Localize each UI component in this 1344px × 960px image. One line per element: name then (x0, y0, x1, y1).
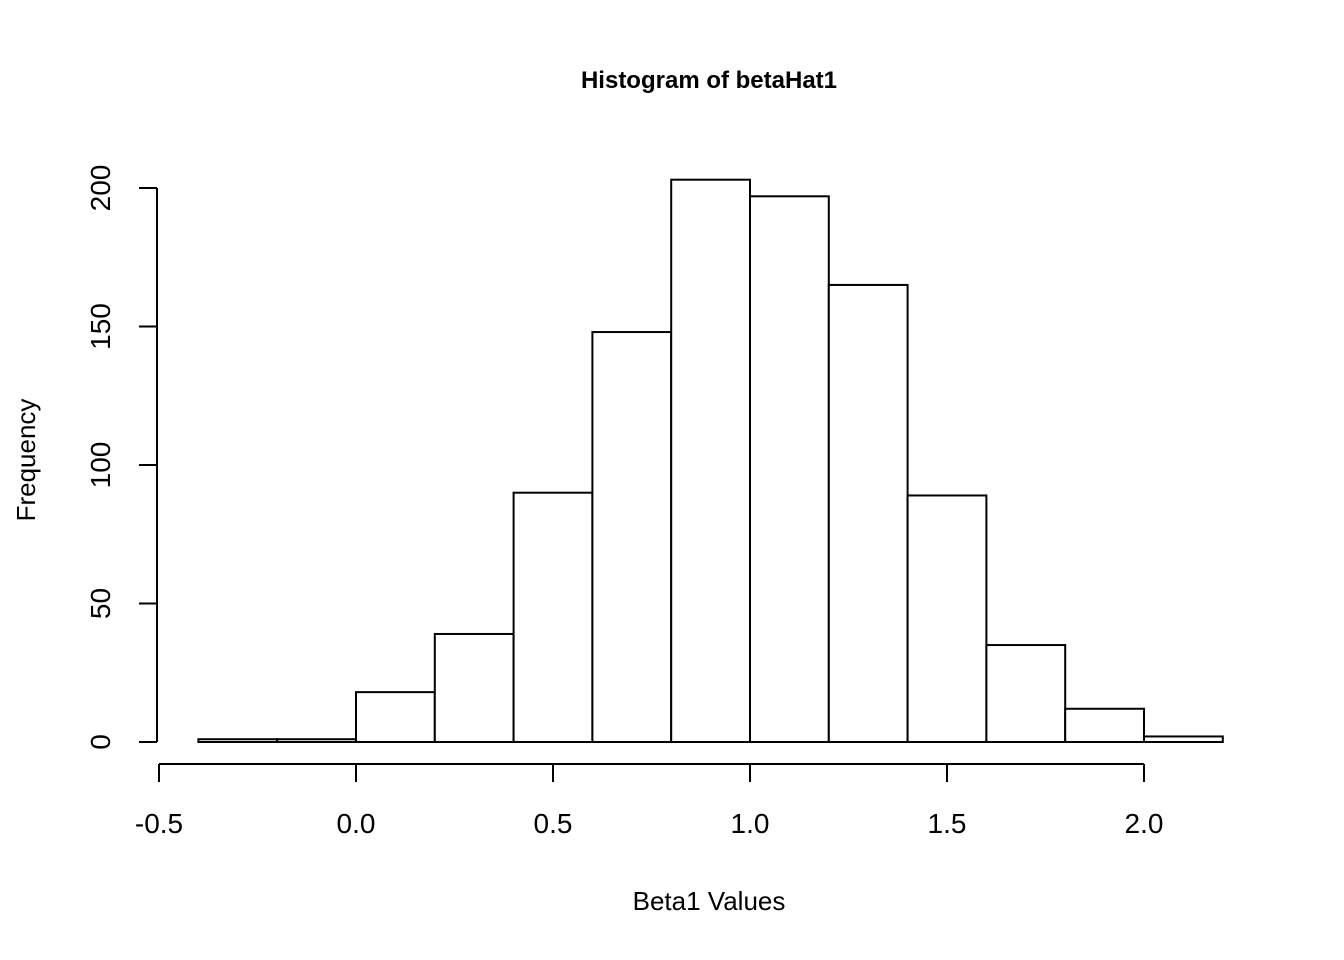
y-tick-label: 0 (85, 734, 116, 750)
x-tick-label: 0.5 (534, 808, 573, 839)
x-axis: -0.5 0.0 0.5 1.0 1.5 2.0 (135, 763, 1164, 839)
histogram-bar (433, 632, 515, 743)
histogram-bar (1064, 707, 1145, 744)
x-tick-label: 2.0 (1125, 808, 1164, 839)
x-axis-label: Beta1 Values (633, 886, 786, 916)
histogram-bars (197, 178, 1224, 744)
y-tick-label: 100 (85, 442, 116, 489)
histogram-bar (906, 494, 988, 743)
y-tick-label: 150 (85, 303, 116, 350)
histogram-bar (749, 195, 830, 743)
x-tick-label: -0.5 (135, 808, 183, 839)
histogram-bar (827, 283, 909, 743)
x-tick-label: 1.5 (928, 808, 967, 839)
histogram-bar (670, 178, 752, 743)
histogram-bar (355, 691, 436, 744)
histogram-bar (985, 644, 1067, 743)
histogram-bar (591, 331, 673, 743)
y-tick-label: 200 (85, 165, 116, 212)
y-tick-label: 50 (85, 588, 116, 619)
histogram-bar (276, 738, 358, 743)
y-axis-label: Frequency (11, 399, 41, 522)
x-tick-label: 0.0 (337, 808, 376, 839)
y-axis: 0 50 100 150 200 (85, 165, 158, 750)
x-tick-label: 1.0 (731, 808, 770, 839)
chart-title: Histogram of betaHat1 (581, 67, 837, 94)
histogram-bar (512, 491, 594, 744)
histogram-bar (197, 738, 279, 743)
histogram-bar (1143, 735, 1224, 744)
